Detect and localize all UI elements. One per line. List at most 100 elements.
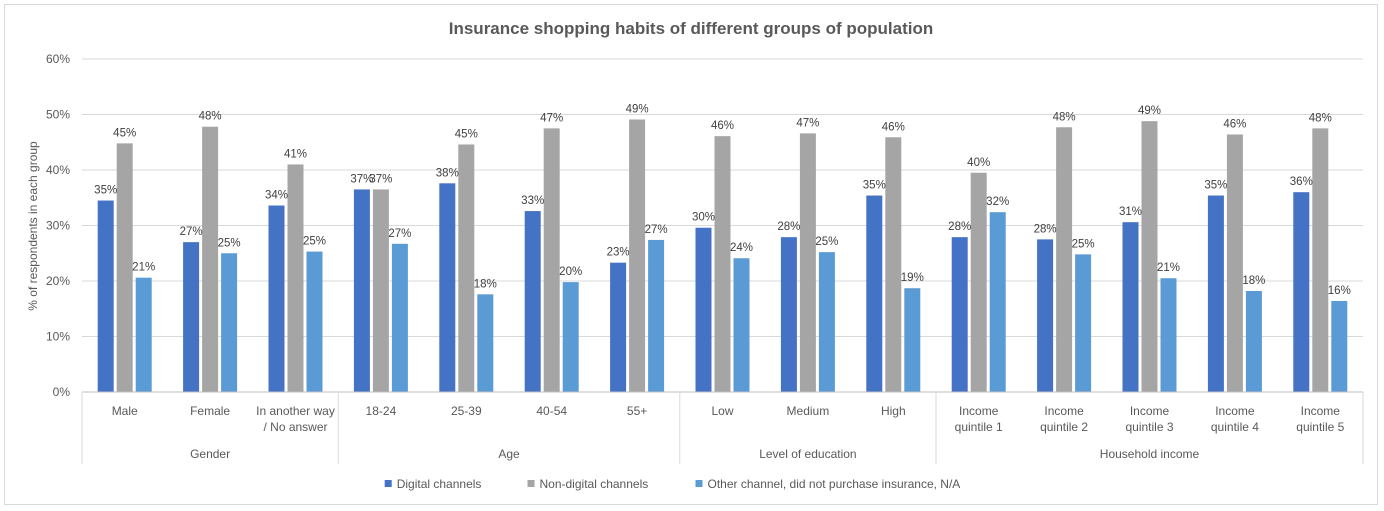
data-label: 23% — [607, 247, 630, 259]
y-tick-label: 40% — [46, 163, 70, 177]
data-label: 36% — [1290, 176, 1313, 188]
bar — [1160, 278, 1177, 392]
data-label: 30% — [692, 212, 715, 224]
bar — [1331, 300, 1348, 392]
bar — [733, 258, 750, 392]
data-label: 28% — [948, 221, 971, 233]
bar — [135, 277, 152, 392]
data-label: 48% — [1053, 111, 1076, 123]
data-label: 47% — [540, 112, 563, 124]
bar — [818, 252, 835, 392]
bar — [885, 137, 902, 392]
bars — [97, 119, 1348, 393]
bar — [1056, 127, 1073, 392]
data-label: 48% — [199, 111, 222, 123]
data-label: 27% — [645, 224, 668, 236]
data-label: 24% — [730, 242, 753, 254]
data-label: 27% — [180, 226, 203, 238]
x-tick-label: High — [881, 404, 906, 418]
data-label: 40% — [967, 157, 990, 169]
bar — [458, 144, 475, 392]
bar — [989, 212, 1006, 392]
data-label: 35% — [94, 185, 117, 197]
bar — [695, 227, 712, 392]
bar — [629, 119, 646, 393]
bar — [439, 183, 456, 392]
bar — [221, 253, 238, 392]
data-label: 25% — [1072, 238, 1095, 250]
group-label: Level of education — [759, 447, 856, 461]
data-label: 46% — [1223, 118, 1246, 130]
x-tick-label: Female — [190, 404, 230, 418]
bar — [1207, 195, 1224, 392]
data-label: 49% — [626, 103, 649, 115]
bar — [648, 239, 665, 392]
data-label: 21% — [1157, 262, 1180, 274]
data-label: 25% — [303, 236, 326, 248]
x-tick-label: quintile 1 — [955, 420, 1003, 434]
data-label: 49% — [1138, 105, 1161, 117]
bar — [116, 143, 133, 392]
y-tick-label: 0% — [53, 385, 71, 399]
x-tick-label: Income — [1044, 404, 1084, 418]
x-tick-label: Low — [711, 404, 733, 418]
data-label: 31% — [1119, 206, 1142, 218]
data-label: 20% — [559, 266, 582, 278]
y-tick-label: 50% — [46, 108, 70, 122]
axes: 0% 10% 20% 30% 40% 50% 60% Male Female In another… — [46, 52, 1364, 464]
group-label: Household income — [1100, 447, 1200, 461]
data-labels: 35% 27% 34% 37% 38% 33% 23% 30% 28% 35% 28% 28% 31% 3… — [94, 103, 1351, 296]
data-label: 27% — [388, 228, 411, 240]
data-label: 37% — [369, 173, 392, 185]
bar — [202, 126, 219, 393]
x-tick-label: quintile 3 — [1125, 420, 1173, 434]
data-label: 46% — [882, 121, 905, 133]
x-tick-label: / No answer — [263, 420, 327, 434]
bar — [306, 251, 323, 392]
data-label: 35% — [863, 180, 886, 192]
legend-swatch — [384, 480, 392, 487]
legend-label: Other channel, did not purchase insuranc… — [708, 477, 961, 491]
y-tick-label: 20% — [46, 274, 70, 288]
bar — [524, 211, 541, 392]
y-axis-title: % of respondents in each group — [26, 141, 40, 311]
data-label: 47% — [796, 117, 819, 129]
y-tick-label: 30% — [46, 219, 70, 233]
chart-frame — [4, 4, 1378, 505]
x-tick-label: Male — [112, 404, 138, 418]
x-tick-label: Income — [1301, 404, 1341, 418]
data-label: 46% — [711, 120, 734, 132]
x-tick-label: Income — [1130, 404, 1170, 418]
data-label: 38% — [436, 167, 459, 179]
data-label: 25% — [815, 236, 838, 248]
data-label: 37% — [350, 173, 373, 185]
bar — [353, 189, 370, 392]
data-label: 45% — [113, 127, 136, 139]
data-label: 25% — [218, 237, 241, 249]
data-label: 35% — [1204, 180, 1227, 192]
x-tick-label: quintile 2 — [1040, 420, 1088, 434]
legend-swatch — [695, 480, 703, 487]
data-label: 28% — [1034, 223, 1057, 235]
x-tick-label: 55+ — [627, 404, 647, 418]
data-label: 19% — [901, 272, 924, 284]
data-label: 33% — [521, 195, 544, 207]
data-label: 21% — [132, 262, 155, 274]
bar — [1122, 222, 1139, 392]
x-tick-label: 40-54 — [536, 404, 567, 418]
bar — [1226, 134, 1243, 393]
bar — [866, 195, 883, 392]
x-tick-label: Income — [1215, 404, 1255, 418]
data-label: 18% — [474, 278, 497, 290]
bar — [97, 200, 114, 392]
x-tick-label: Income — [959, 404, 999, 418]
bar — [372, 189, 389, 392]
bar — [562, 282, 579, 392]
chart-title: Insurance shopping habits of different g… — [449, 19, 933, 38]
data-label: 34% — [265, 190, 288, 202]
bar — [610, 262, 627, 392]
data-label: 28% — [777, 221, 800, 233]
legend: Digital channels Non-digital channels Othe… — [384, 477, 961, 491]
x-tick-label: In another way — [256, 404, 335, 418]
